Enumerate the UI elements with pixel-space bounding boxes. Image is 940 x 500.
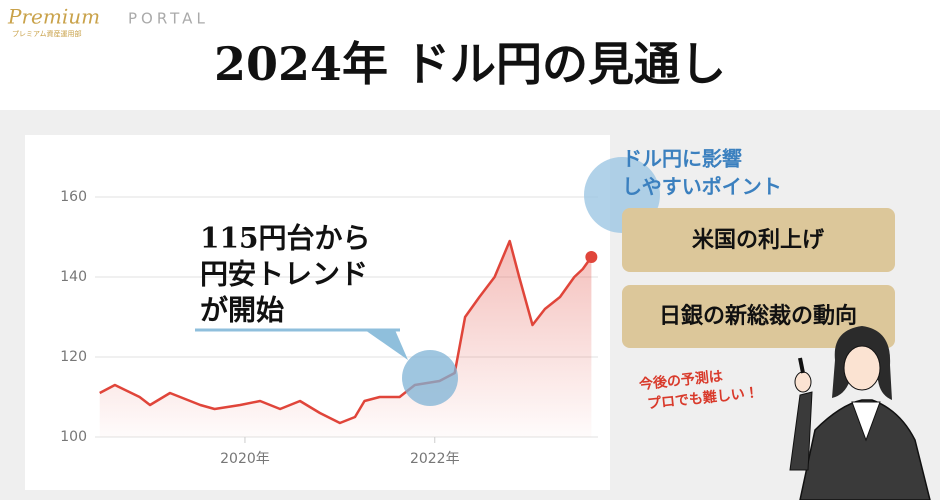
main-title: 2024年 ドル円の見通し (214, 37, 726, 91)
end-point (585, 251, 598, 263)
area-fill (99, 241, 592, 437)
person-illustration (789, 326, 931, 500)
brand: PORTAL (128, 10, 209, 28)
price-line (99, 239, 593, 425)
x-tick-label: 2022年 (410, 451, 460, 467)
points-heading: しやすいポイント (622, 175, 782, 199)
y-tick-label: 100 (60, 429, 87, 445)
y-tick-label: 120 (60, 349, 87, 365)
line-chart: 100 120 140 160 2020年 2022年 (60, 189, 598, 467)
tagline: プレミアム資産運用部 (12, 29, 82, 38)
point-box (622, 285, 895, 348)
logo: Premium (7, 5, 100, 29)
y-tick-label: 140 (60, 269, 87, 285)
point-box (622, 208, 895, 272)
point-text: 米国の利上げ (692, 227, 825, 253)
annotation-line: 115円台から (200, 222, 370, 255)
points-heading: ドル円に影響 (622, 147, 742, 171)
annotation-pointer (365, 330, 408, 360)
x-tick-label: 2020年 (220, 451, 270, 467)
y-tick-label: 160 (60, 189, 87, 205)
highlight-circle (402, 350, 458, 406)
annotation-line: が開始 (200, 294, 284, 327)
point-text: 日銀の新総裁の動向 (659, 303, 857, 329)
annotation-line: 円安トレンド (200, 258, 368, 291)
